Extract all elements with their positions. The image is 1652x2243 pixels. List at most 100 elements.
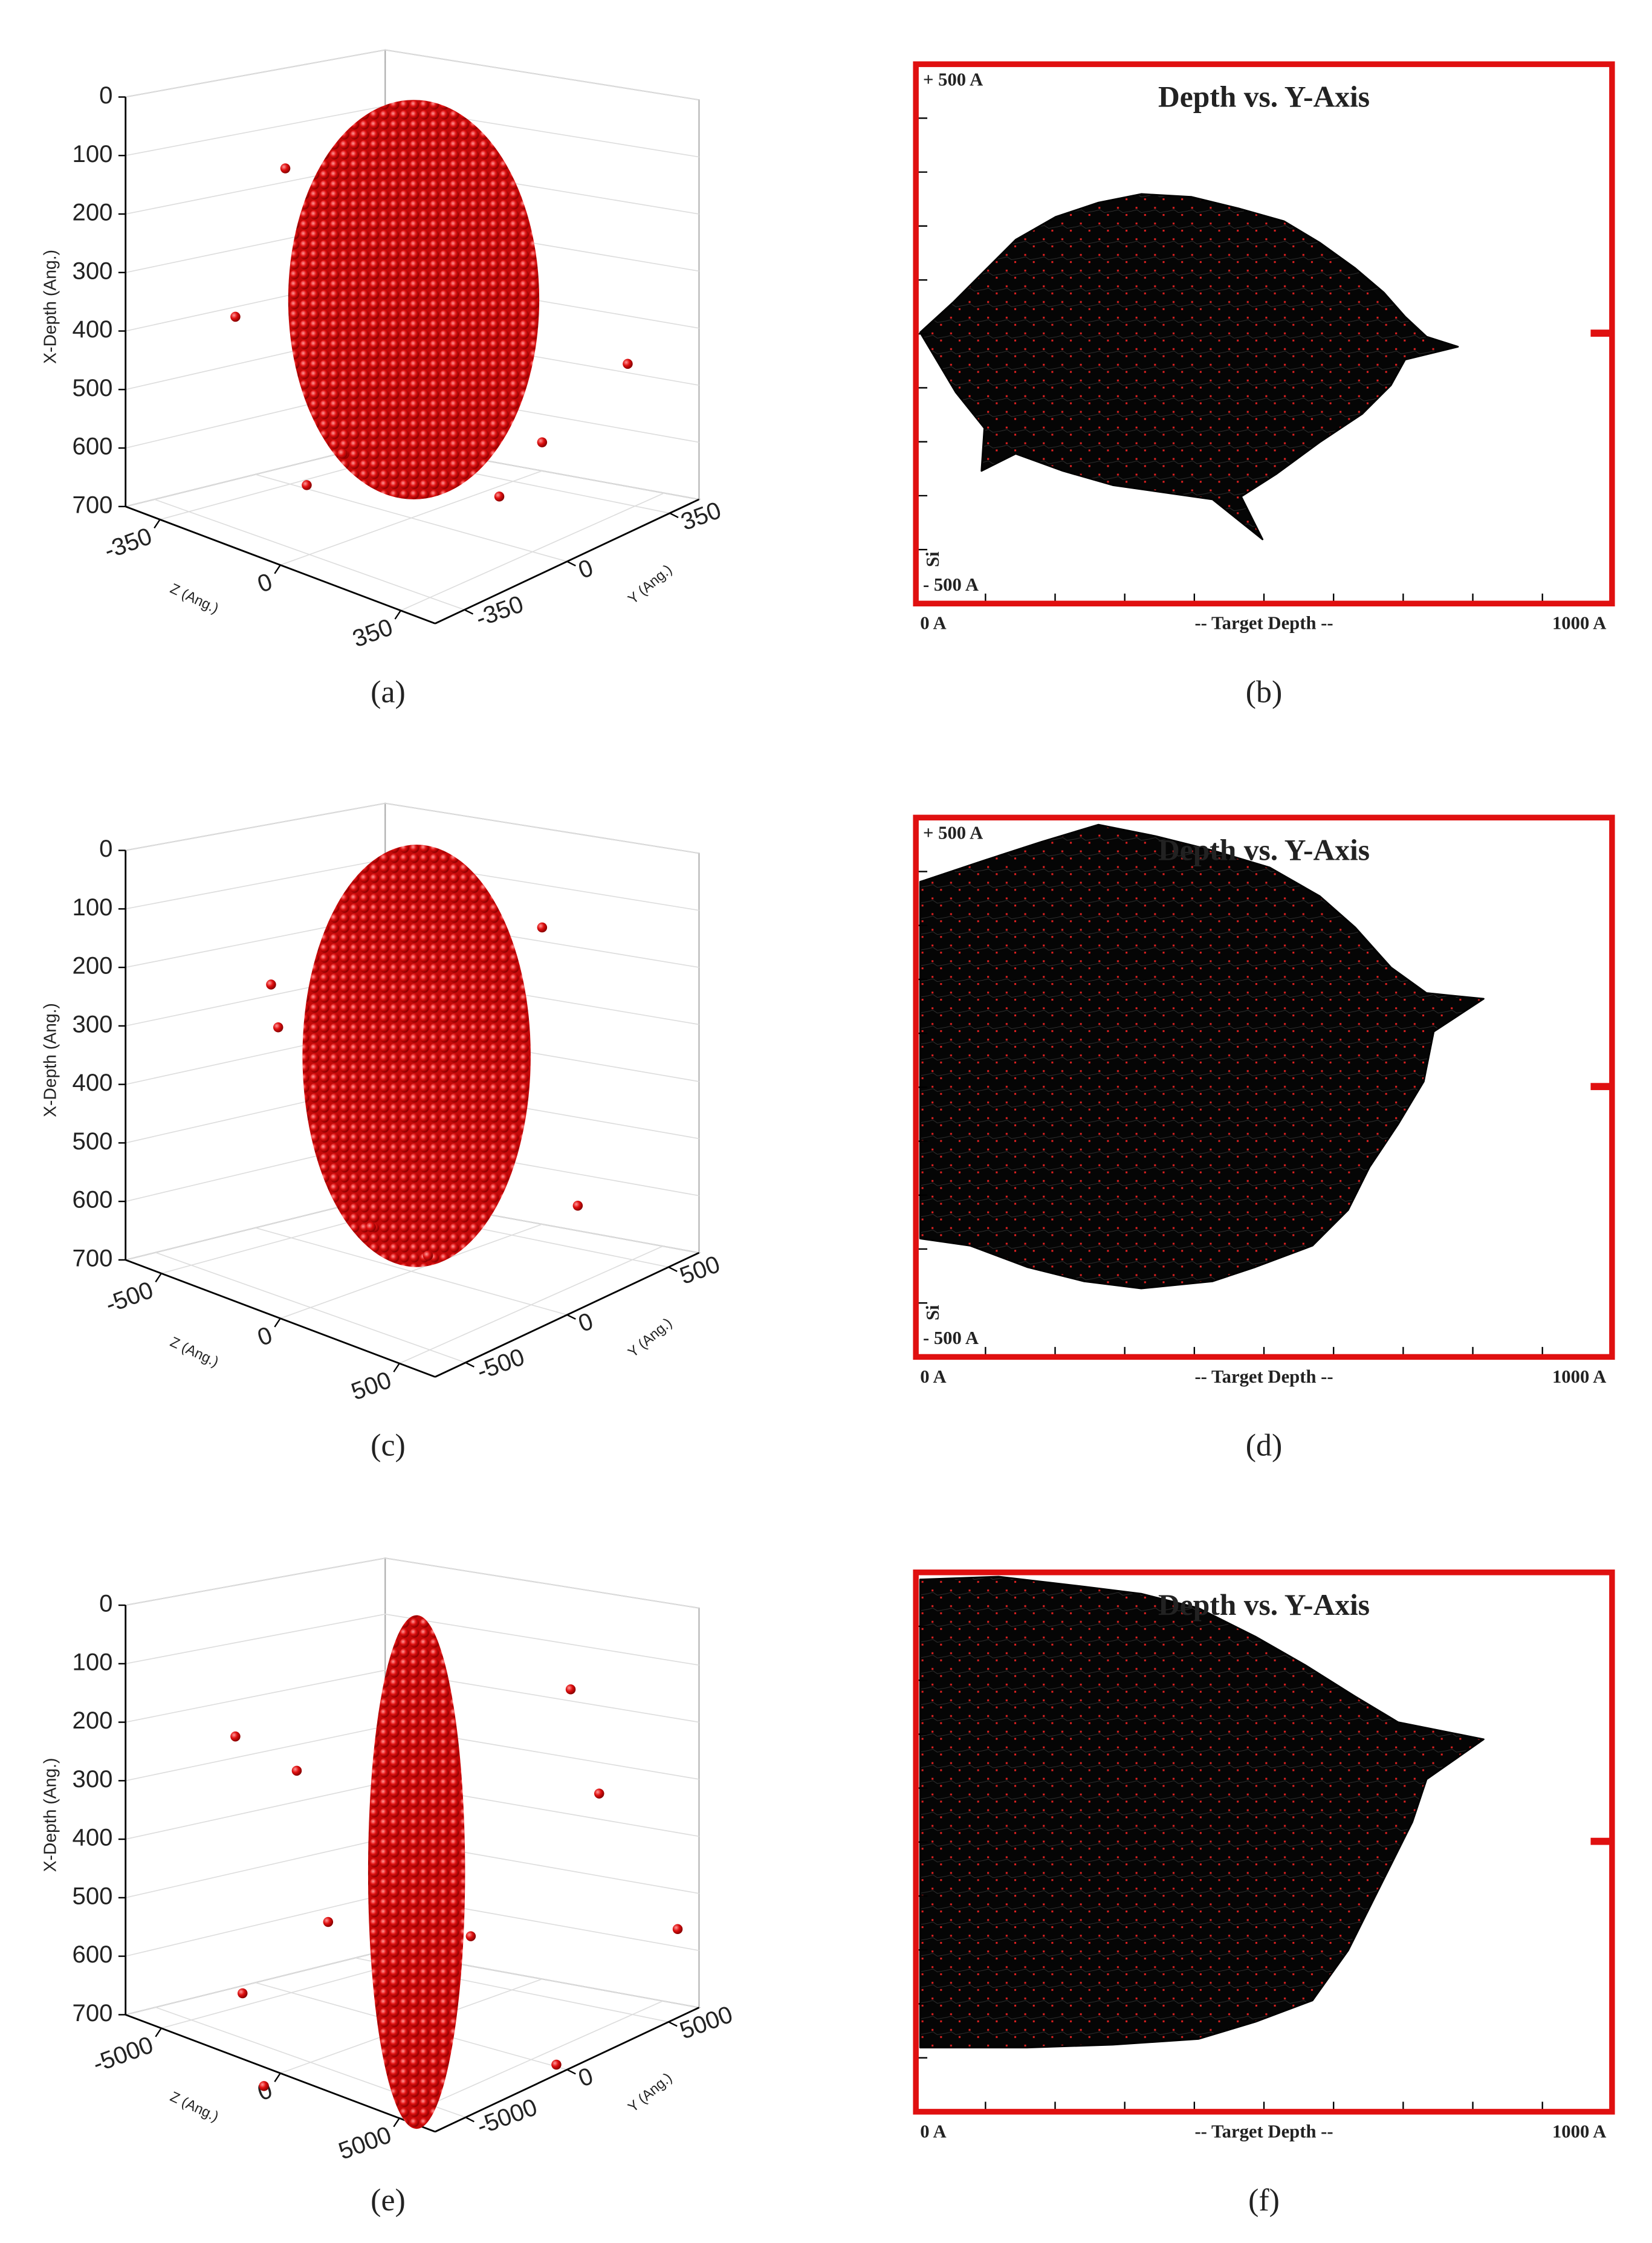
y-axis <box>435 498 700 625</box>
tick-mark <box>669 512 679 518</box>
grid-line <box>125 1614 699 1666</box>
tick-mark <box>393 2117 400 2128</box>
grid-line <box>154 499 465 611</box>
top-label: + 500 A <box>923 823 983 843</box>
grid-line <box>125 1557 699 1609</box>
x-start-label: 0 A <box>920 1366 946 1387</box>
trajectory-panel: Depth vs. Y-Axis + 500 A - 500 A Si 0 A -- Ta… <box>913 814 1615 1462</box>
stray-particle <box>366 1222 376 1232</box>
x-end-label: 1000 A <box>1552 613 1606 634</box>
bottom-label: - 500 A <box>923 1328 979 1348</box>
trajectory-panel: Depth vs. Y-Axis + 500 A - 500 A Si 0 A -- Ta… <box>913 61 1615 709</box>
chart-title: Depth vs. Y-Axis <box>1158 834 1370 867</box>
depth-tick-label: 300 <box>73 257 113 284</box>
z-tick-label: -500 <box>102 1276 157 1319</box>
top-label: + 500 A <box>923 70 983 90</box>
trajectory-panel: Depth vs. Y-Axis 0 A -- Target Depth -- 100… <box>913 1569 1615 2218</box>
y-axis-label: Y (Ang.) <box>625 1316 675 1361</box>
y-axis <box>435 2007 700 2133</box>
x-end-label: 1000 A <box>1552 2121 1606 2141</box>
side-label: Si <box>922 1305 943 1320</box>
stray-particle <box>465 1931 476 1941</box>
particle-cloud <box>302 845 531 1267</box>
stray-particle <box>537 437 548 447</box>
frame <box>913 1569 1615 2115</box>
depth-tick-label: 200 <box>73 1707 113 1734</box>
z-tick-label: 500 <box>348 1366 395 1406</box>
scatter3d-panel: 0 100 200 300 400 500 600 700 -5000 0 5000 -5000 0 50… <box>40 1557 736 2218</box>
tick-mark <box>566 1314 576 1320</box>
y-tick-label: 0 <box>575 2062 597 2092</box>
x-start-label: 0 A <box>920 613 946 634</box>
panel-label: (c) <box>371 1428 406 1462</box>
scatter3d-panel: 0 100 200 300 400 500 600 700 -500 0 500 -500 0 500 X-… <box>40 802 724 1462</box>
depth-tick-label: 300 <box>73 1010 113 1037</box>
depth-tick-label: 400 <box>73 1069 113 1096</box>
grid-line <box>125 1669 699 1723</box>
right-marker <box>1590 329 1611 337</box>
tick-mark <box>394 610 401 620</box>
stray-particle <box>291 1765 302 1776</box>
panel-label: (d) <box>1246 1428 1283 1462</box>
depth-tick-label: 200 <box>73 952 113 979</box>
panel-label: (a) <box>371 675 406 709</box>
depth-tick-label: 0 <box>99 835 112 862</box>
chart-title: Depth vs. Y-Axis <box>1158 1588 1370 1621</box>
y-axis-label: Y (Ang.) <box>625 562 675 607</box>
stray-particle <box>337 449 348 459</box>
tick-mark <box>154 519 161 529</box>
grid-line <box>125 802 699 854</box>
scatter3d-panel: 0 100 200 300 400 500 600 700 -350 0 350 -350 0 350 X-… <box>40 49 725 709</box>
right-marker <box>1590 1837 1611 1845</box>
side-label: Si <box>922 551 943 567</box>
x-end-label: 1000 A <box>1552 1366 1606 1387</box>
particle-cloud <box>368 1615 465 2129</box>
depth-tick-label: 700 <box>73 1245 113 1272</box>
depth-tick-label: 0 <box>99 82 112 109</box>
trajectory-cloud <box>919 1576 1485 2049</box>
stray-particle <box>323 1917 334 1927</box>
tick-mark <box>274 564 281 574</box>
stray-particle <box>537 922 548 933</box>
y-tick-label: -5000 <box>473 2093 541 2140</box>
z-tick-label: 5000 <box>335 2121 395 2165</box>
depth-tick-label: 300 <box>73 1765 113 1793</box>
y-tick-label: -500 <box>473 1343 528 1385</box>
tick-mark <box>668 1266 678 1272</box>
trajectory-cloud <box>919 823 1485 1290</box>
depth-tick-label: 600 <box>73 1941 113 1968</box>
z-tick-label: 0 <box>254 1321 276 1351</box>
depth-tick-label: 600 <box>73 1186 113 1213</box>
depth-tick-label: 600 <box>73 433 113 460</box>
z-axis <box>125 2014 436 2133</box>
depth-tick-label: 700 <box>73 491 113 518</box>
depth-axis-label: X-Depth (Ang.) <box>40 250 60 364</box>
tick-mark <box>274 2073 281 2082</box>
z-axis <box>125 505 436 625</box>
bottom-label: - 500 A <box>923 574 979 595</box>
depth-tick-label: 0 <box>99 1590 112 1617</box>
y-tick-label: -350 <box>472 590 527 632</box>
stray-particle <box>266 979 276 990</box>
tick-mark <box>393 1363 400 1372</box>
grid-line <box>255 1227 568 1316</box>
tick-mark <box>465 1362 475 1368</box>
depth-tick-label: 100 <box>73 140 113 167</box>
z-tick-label: -5000 <box>89 2031 157 2077</box>
grid-line <box>125 49 699 101</box>
tick-mark <box>566 560 576 566</box>
stray-particle <box>302 480 312 490</box>
panel-label: (f) <box>1248 2183 1280 2218</box>
grid-line <box>155 1251 466 1363</box>
panel-label: (e) <box>371 2183 406 2218</box>
z-tick-label: 350 <box>349 613 396 652</box>
stray-particle <box>672 1924 683 1935</box>
depth-tick-label: 200 <box>73 199 113 226</box>
depth-tick-label: 500 <box>73 1128 113 1155</box>
depth-tick-label: 100 <box>73 1648 113 1675</box>
panel-label: (b) <box>1246 675 1283 709</box>
stray-particle <box>565 1684 576 1695</box>
stray-particle <box>230 1731 241 1742</box>
frame <box>913 814 1615 1360</box>
